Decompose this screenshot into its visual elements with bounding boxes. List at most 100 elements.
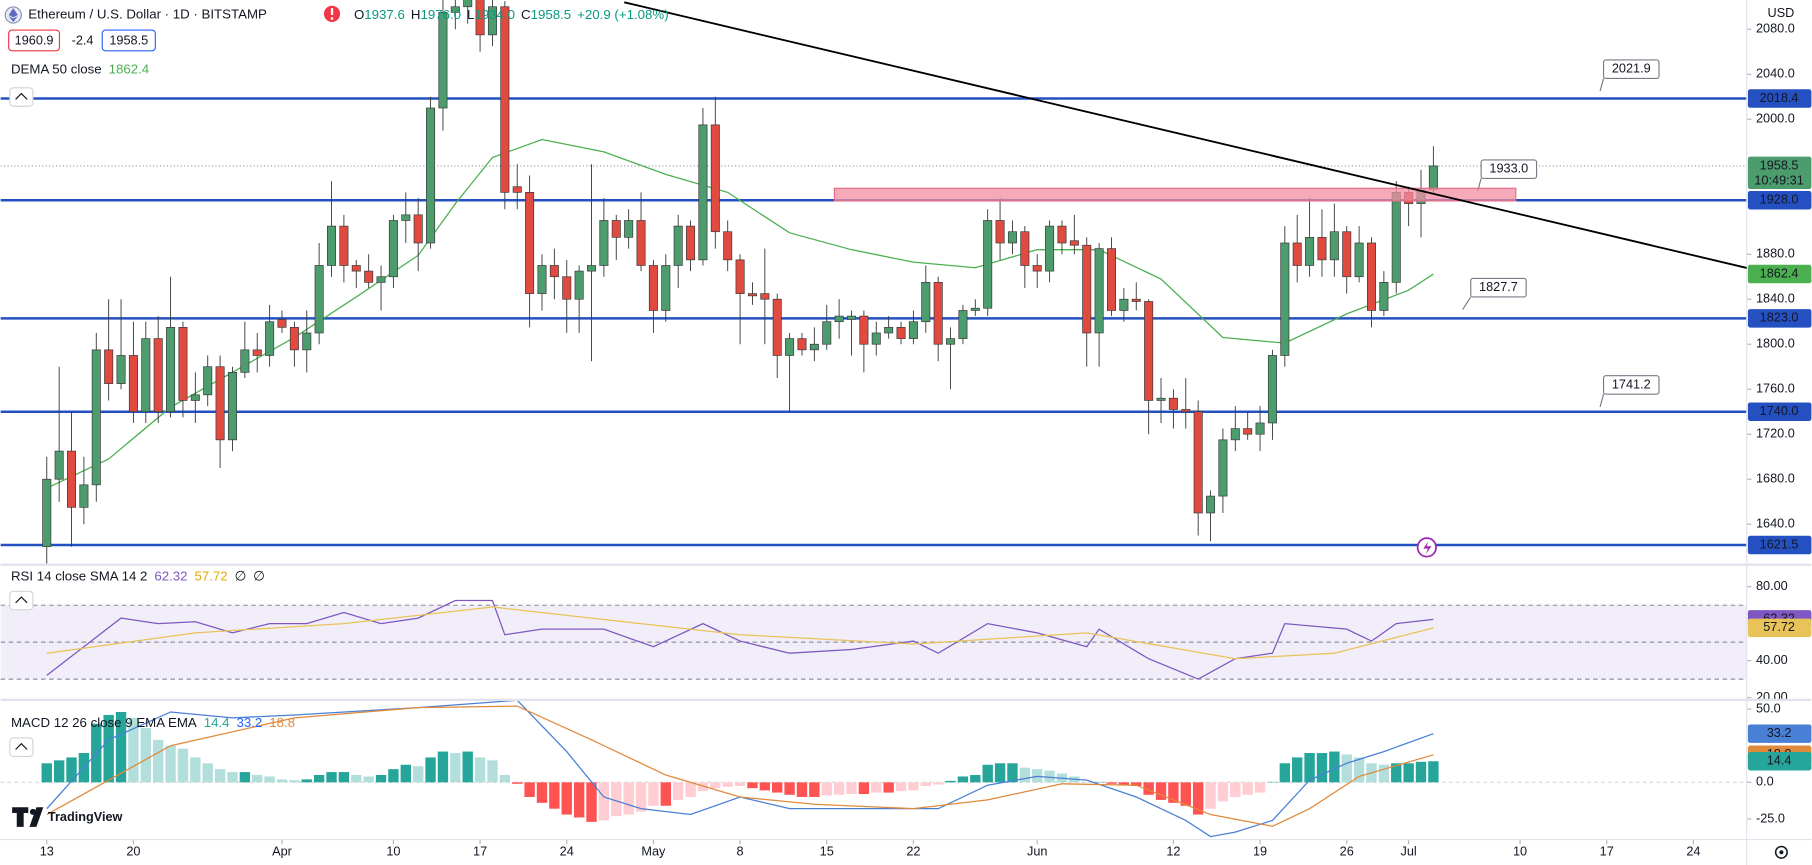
x-tick-label: Apr <box>272 845 293 859</box>
histogram-bar <box>846 782 857 795</box>
histogram-bar <box>1192 782 1204 815</box>
ohlc-value: 1934.0 <box>474 7 515 22</box>
settings-icon[interactable] <box>1774 845 1788 859</box>
candle-body <box>128 355 138 413</box>
macd-signal-value: 18.8 <box>269 714 295 729</box>
candle-body <box>240 349 250 373</box>
candle-body <box>364 270 374 283</box>
sell-button[interactable] <box>8 29 61 52</box>
histogram-bar <box>128 717 139 783</box>
histogram-bar <box>635 782 647 812</box>
candle-body <box>995 220 1005 244</box>
histogram-bar <box>202 763 213 783</box>
y-tick-label: 1720.0 <box>1756 427 1795 441</box>
candle-body <box>587 265 597 272</box>
y-tick-label: 0.0 <box>1756 775 1774 789</box>
histogram-bar <box>957 776 969 783</box>
resistance-zone[interactable] <box>833 187 1517 202</box>
candle-body <box>252 349 262 356</box>
candle-body <box>785 338 795 356</box>
histogram-bar <box>598 782 610 821</box>
histogram-bar <box>710 782 721 789</box>
histogram-bar <box>1131 782 1142 786</box>
brand-logo <box>12 807 29 827</box>
histogram-bar <box>1143 782 1154 795</box>
histogram-bar <box>512 782 523 784</box>
histogram-bar <box>1007 763 1018 783</box>
bid[interactable]: 1960.9 <box>15 33 54 47</box>
candle-body <box>661 265 671 311</box>
candle-body <box>339 225 349 266</box>
histogram-bar <box>871 782 882 793</box>
trend-line[interactable] <box>623 1 1747 269</box>
histogram-bar <box>1292 757 1303 783</box>
candle-body <box>1243 428 1253 435</box>
histogram-bar <box>375 774 387 783</box>
candle-body <box>970 307 980 311</box>
callout-label: 1933.0 <box>1489 162 1528 176</box>
histogram-bar <box>1044 770 1055 783</box>
candle-body <box>1082 244 1092 334</box>
histogram-bar <box>833 782 845 795</box>
buy-button[interactable] <box>101 29 156 52</box>
histogram-bar <box>970 774 981 783</box>
candle-body <box>463 0 473 8</box>
candle-body <box>846 315 857 320</box>
histogram-bar <box>140 728 152 783</box>
collapse-button[interactable] <box>9 737 34 758</box>
candle-body <box>611 220 621 238</box>
candle-body <box>723 231 733 261</box>
ohlc-key: C <box>521 7 531 22</box>
candle-body <box>265 321 275 356</box>
candle-body <box>1069 240 1079 246</box>
histogram-bar <box>462 751 473 783</box>
collapse-button[interactable] <box>9 590 34 611</box>
candle-body <box>896 327 906 339</box>
histogram-bar <box>611 782 622 817</box>
histogram-bar <box>697 782 709 792</box>
candle-body <box>1329 231 1339 261</box>
candle-body <box>203 366 213 396</box>
histogram-bar <box>1341 754 1352 783</box>
candle-body <box>673 225 683 266</box>
histogram-bar <box>363 776 374 783</box>
candle-body <box>487 6 497 36</box>
brand: TradingView <box>48 810 123 824</box>
candle-body <box>772 298 782 356</box>
histogram-bar <box>252 774 263 783</box>
ohlc-key: H <box>411 7 421 22</box>
macd-title: MACD 12 26 close 9 EMA EMA <box>11 714 197 729</box>
histogram-bar <box>1168 782 1179 803</box>
y-tick-label: 1880.0 <box>1756 247 1795 261</box>
collapse-glyph <box>15 92 28 100</box>
price-tag-label: 1823.0 <box>1760 311 1799 325</box>
histogram-bar <box>190 757 201 783</box>
candle-body <box>809 343 819 351</box>
candle-body <box>1193 411 1203 514</box>
symbol-title: Ethereum / U.S. Dollar · 1D · BITSTAMP <box>28 7 267 22</box>
price-tag-label: 1928.0 <box>1760 193 1799 207</box>
ohlc-value: 1937.6 <box>364 7 405 22</box>
candle-body <box>549 265 559 278</box>
histogram-bar <box>623 782 634 815</box>
macd-line <box>46 701 1434 838</box>
candle-body <box>648 265 658 311</box>
ohlc-value: 1976.0 <box>420 7 461 22</box>
rsi-extra: ∅ <box>235 568 247 583</box>
x-tick-label: 10 <box>386 845 400 859</box>
y-tick-label: 1760.0 <box>1756 382 1795 396</box>
price-tag-label: 2018.4 <box>1760 91 1799 105</box>
collapse-button[interactable] <box>9 87 34 107</box>
histogram-bar <box>883 782 894 793</box>
callout-label: 1741.2 <box>1612 377 1651 391</box>
candle-body <box>1317 237 1327 261</box>
histogram-bar <box>214 769 226 783</box>
ohlc-key: L <box>467 7 474 22</box>
ask[interactable]: 1958.5 <box>109 33 148 47</box>
y-tick-label: 40.00 <box>1756 653 1788 667</box>
rsi-extra: ∅ <box>253 568 265 583</box>
candle-body <box>141 338 151 413</box>
histogram-bar <box>524 782 535 797</box>
settings-glyph <box>1779 850 1784 855</box>
candle-body <box>747 293 757 297</box>
